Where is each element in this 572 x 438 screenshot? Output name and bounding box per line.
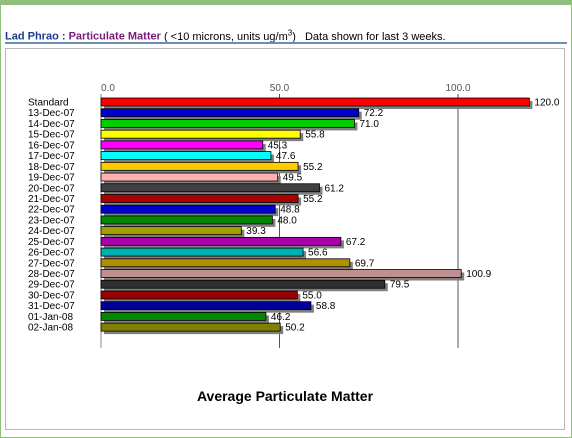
category-label: 15-Dec-07 <box>28 130 75 141</box>
data-label: 61.2 <box>324 183 344 194</box>
category-label: 26-Dec-07 <box>28 248 75 259</box>
data-label: 71.0 <box>359 119 379 130</box>
header-divider <box>5 42 567 44</box>
category-label: 27-Dec-07 <box>28 258 75 269</box>
data-label: 100.9 <box>466 269 491 280</box>
data-label: 79.5 <box>390 280 410 291</box>
category-label: 02-Jan-08 <box>28 323 73 334</box>
category-label: 14-Dec-07 <box>28 119 75 130</box>
data-label: 45.3 <box>268 140 288 151</box>
parameter-name: Particulate Matter <box>68 30 161 43</box>
data-label: 55.8 <box>305 130 325 141</box>
data-label: 48.0 <box>277 215 297 226</box>
category-label: 23-Dec-07 <box>28 215 75 226</box>
category-label: 28-Dec-07 <box>28 269 75 280</box>
bar <box>100 97 530 107</box>
bar <box>100 108 360 118</box>
station-name: Lad Phrao : <box>5 30 66 43</box>
category-label: 31-Dec-07 <box>28 301 75 312</box>
category-label: 19-Dec-07 <box>28 173 75 184</box>
category-label: 29-Dec-07 <box>28 280 75 291</box>
data-label: 48.8 <box>280 205 300 216</box>
category-label: 13-Dec-07 <box>28 108 75 119</box>
top-band <box>1 1 571 5</box>
bar <box>100 269 462 278</box>
data-label: 55.2 <box>303 162 323 173</box>
data-label: 47.6 <box>276 151 296 162</box>
bar <box>100 226 242 236</box>
x-tick-label: 50.0 <box>270 83 290 94</box>
bar <box>100 322 281 332</box>
date-range-note: Data shown for last 3 weeks. <box>304 30 446 43</box>
bar <box>100 290 298 300</box>
category-label: 18-Dec-07 <box>28 162 75 173</box>
category-label: 16-Dec-07 <box>28 140 75 151</box>
bar <box>100 140 264 150</box>
category-label: 30-Dec-07 <box>28 290 75 301</box>
data-label: 67.2 <box>346 237 366 248</box>
bar <box>100 119 355 128</box>
data-label: 55.0 <box>302 290 322 301</box>
bar <box>100 258 351 268</box>
category-label: Standard <box>28 98 69 109</box>
x-tick-label: 100.0 <box>445 83 470 94</box>
data-label: 50.2 <box>285 323 305 334</box>
bar <box>100 204 276 214</box>
category-label: 25-Dec-07 <box>28 237 75 248</box>
data-label: 46.2 <box>271 312 291 323</box>
category-label: 17-Dec-07 <box>28 151 75 162</box>
bar <box>100 183 320 193</box>
category-label: 01-Jan-08 <box>28 312 73 323</box>
data-label: 56.6 <box>308 248 328 259</box>
bar <box>100 236 342 246</box>
bar <box>100 279 386 289</box>
bar-chart: 0.0 50.0 100.0 120.0 Standard 72.2 13-Dec-07 71… <box>28 83 560 404</box>
bar <box>100 247 304 257</box>
data-label: 39.3 <box>246 226 266 237</box>
bar <box>100 194 299 203</box>
category-label: 22-Dec-07 <box>28 205 75 216</box>
data-label: 120.0 <box>534 98 559 109</box>
bar <box>100 311 267 321</box>
x-tick-label: 0.0 <box>101 83 115 94</box>
data-label: 55.2 <box>303 194 323 205</box>
bar <box>100 301 312 311</box>
units-superscript: 3 <box>287 28 293 37</box>
chart-area: 0.0 50.0 100.0 120.0 Standard 72.2 13-Dec-07 71… <box>5 48 565 430</box>
bar <box>100 161 299 171</box>
data-label: 49.5 <box>283 173 303 184</box>
category-label: 21-Dec-07 <box>28 194 75 205</box>
bar <box>100 129 301 139</box>
chart-header: Lad Phrao : Particulate Matter ( <10 mic… <box>5 26 567 43</box>
chart-title: Average Particulate Matter <box>197 388 374 404</box>
bar <box>100 172 279 182</box>
category-label: 24-Dec-07 <box>28 226 75 237</box>
data-label: 58.8 <box>316 301 336 312</box>
bar <box>100 215 273 225</box>
units-text: ( <10 microns, units ug/m3) <box>163 28 296 43</box>
category-label: 20-Dec-07 <box>28 183 75 194</box>
bar <box>100 151 272 160</box>
data-label: 69.7 <box>355 258 375 269</box>
data-label: 72.2 <box>364 108 384 119</box>
